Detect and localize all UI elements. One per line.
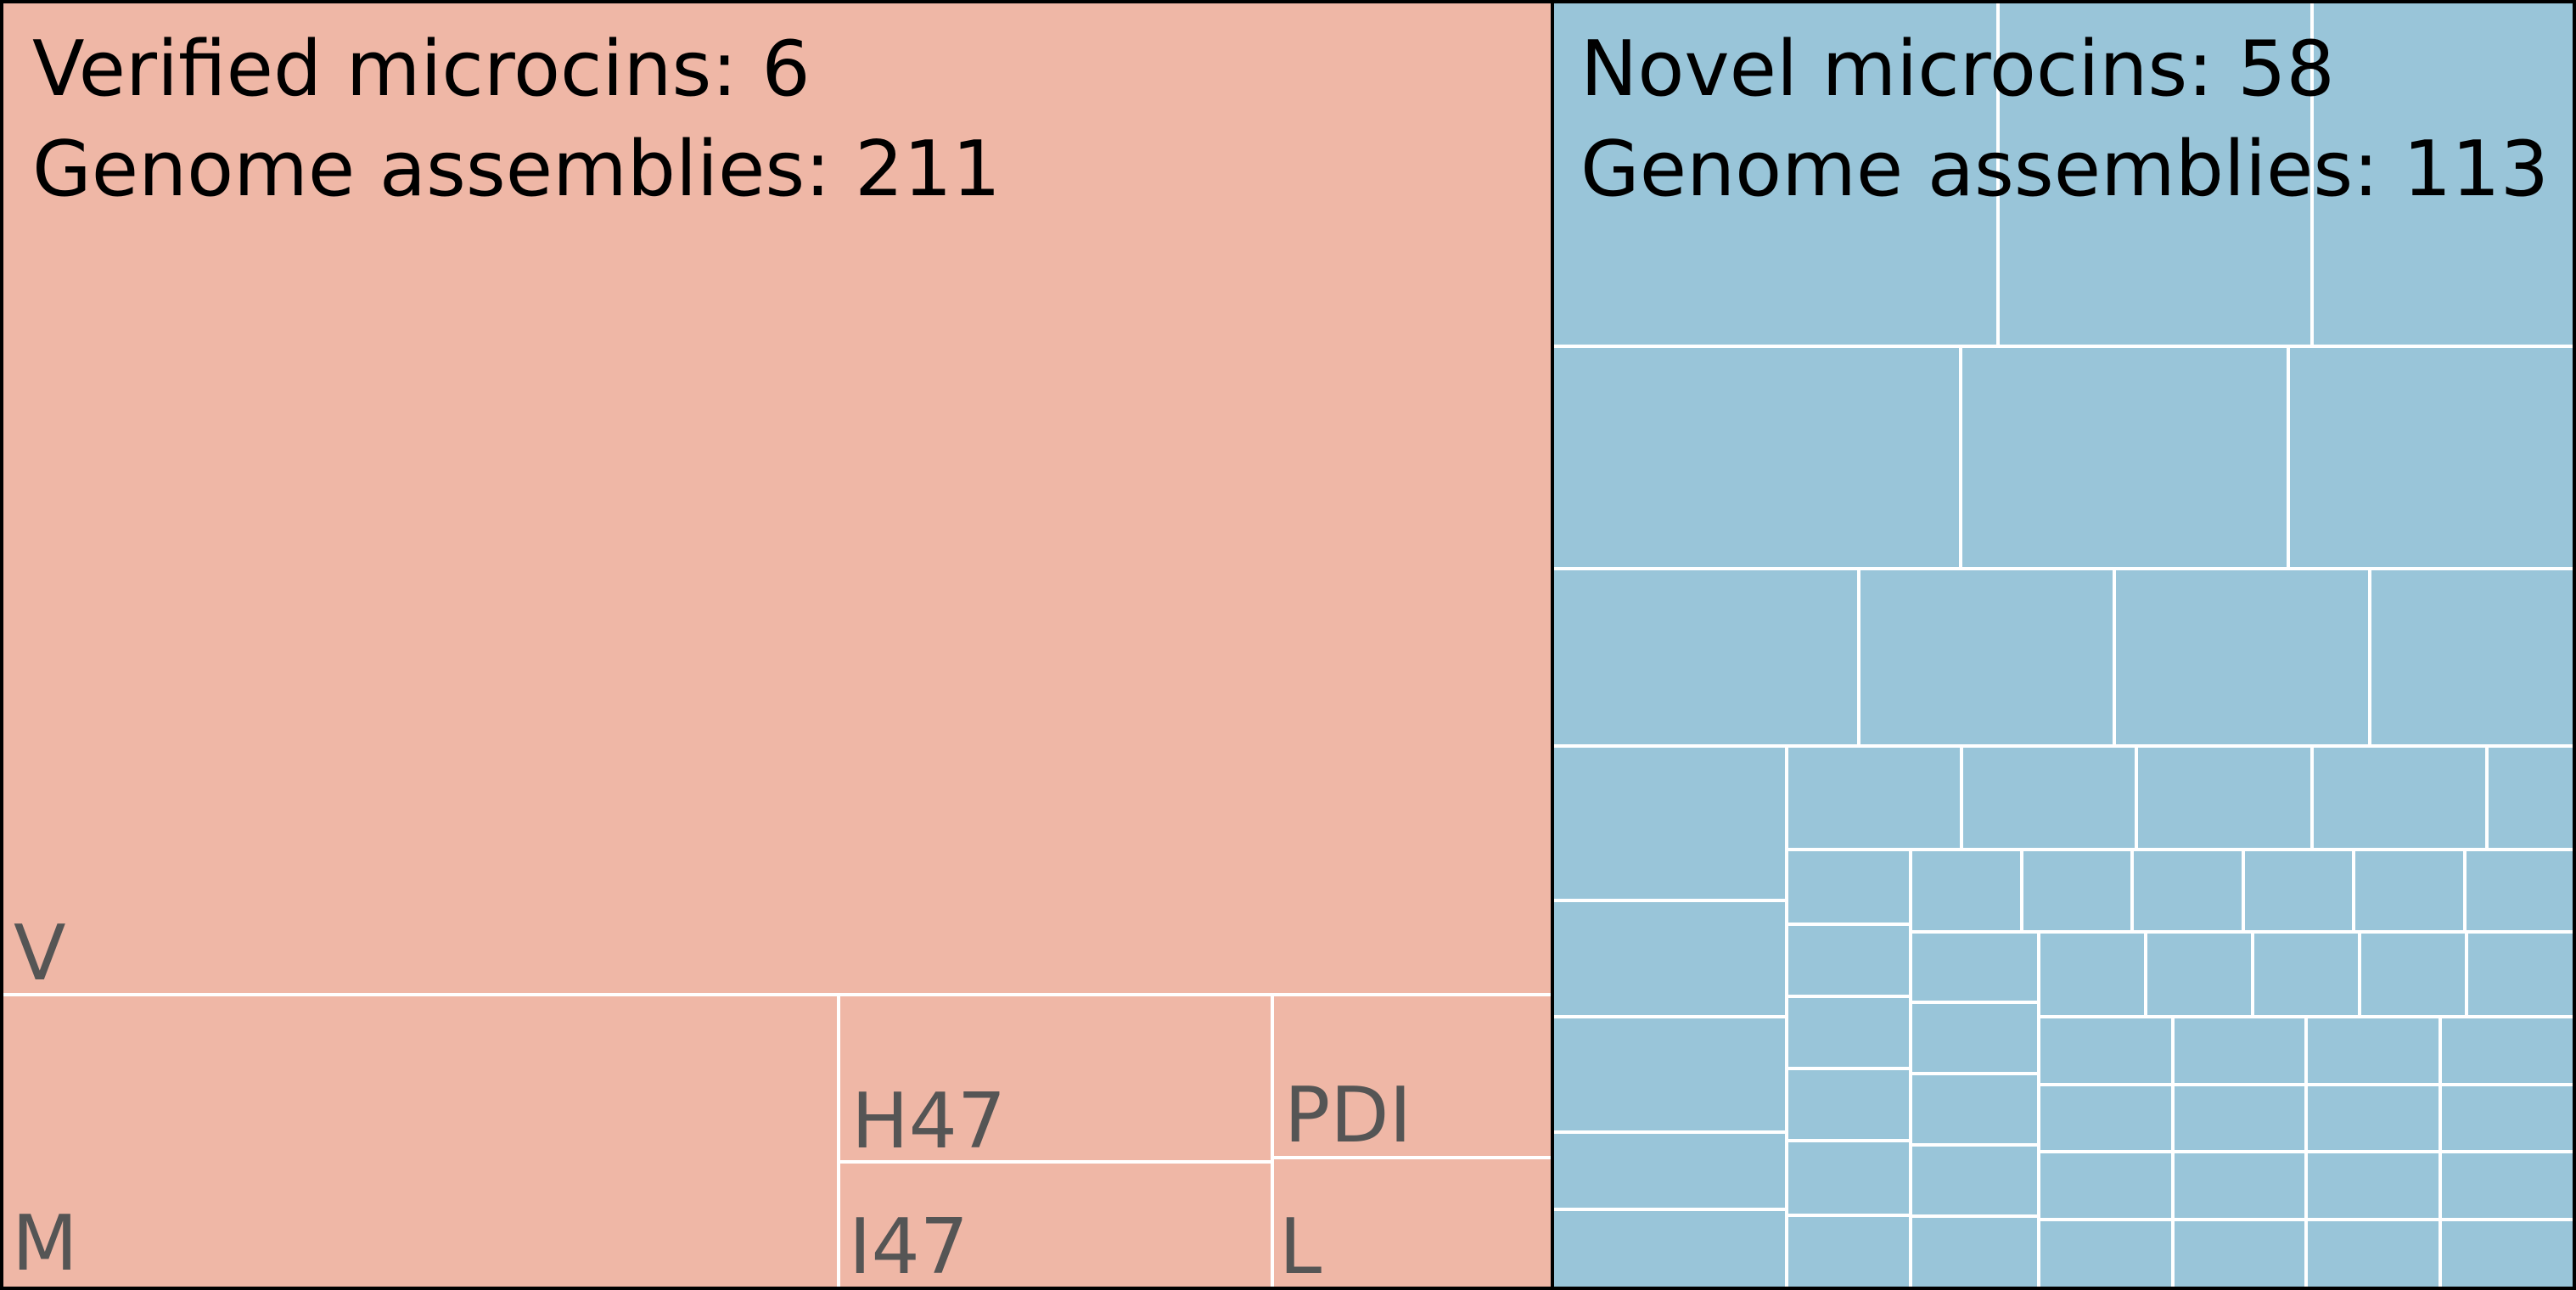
novel-cell	[1551, 899, 1788, 1018]
novel-cell	[1909, 930, 2040, 1004]
novel-cell	[1785, 848, 1912, 926]
novel-assemblies-label: Genome assemblies: 113	[1580, 125, 2549, 214]
cell-label-h47: H47	[851, 1077, 1006, 1166]
cell-label-l: L	[1279, 1203, 1322, 1290]
novel-cell	[1785, 744, 1963, 851]
novel-cell	[1909, 1072, 2040, 1147]
novel-cell	[1909, 1143, 2040, 1218]
novel-cell	[1785, 923, 1912, 998]
novel-cell	[1551, 744, 1788, 902]
novel-cell	[2352, 848, 2467, 934]
novel-cell	[1551, 1208, 1788, 1290]
verified-cell-pdi	[1272, 995, 1552, 1158]
novel-panel: Novel microcins: 58 Genome assemblies: 1…	[1551, 0, 2576, 1290]
novel-cell	[2135, 744, 2314, 851]
verified-cell-v	[0, 0, 1552, 995]
novel-cell	[2304, 1083, 2442, 1153]
novel-cell	[2287, 345, 2576, 570]
novel-cell	[2242, 848, 2355, 934]
novel-cell	[2358, 930, 2468, 1018]
novel-cell	[1960, 744, 2138, 851]
novel-cell	[2304, 1150, 2442, 1221]
novel-cell	[2037, 930, 2147, 1018]
novel-cell	[1909, 1214, 2040, 1290]
novel-cell	[2310, 0, 2576, 348]
novel-cell	[2439, 1083, 2576, 1153]
novel-cell	[2304, 1218, 2442, 1290]
verified-cells	[0, 0, 1552, 1290]
novel-cell	[2439, 1150, 2576, 1221]
novel-cell	[2368, 567, 2576, 748]
cell-label-i47: I47	[849, 1203, 968, 1290]
novel-cell	[2171, 1218, 2308, 1290]
novel-cell	[2113, 567, 2371, 748]
verified-microcins-label: Verified microcins: 6	[32, 25, 811, 114]
novel-cell	[2463, 848, 2576, 934]
novel-microcins-label: Novel microcins: 58	[1580, 25, 2335, 114]
novel-cell	[1785, 1067, 1912, 1142]
novel-cells	[1551, 0, 2576, 1290]
verified-dividers	[0, 993, 1552, 1290]
novel-cell	[2171, 1015, 2308, 1086]
verified-assemblies-label: Genome assemblies: 211	[32, 125, 1001, 214]
novel-cell	[2037, 1083, 2175, 1153]
novel-cell	[1785, 1139, 1912, 1217]
cell-label-m: M	[12, 1199, 78, 1288]
novel-cell	[1551, 345, 1962, 570]
novel-cell	[2171, 1083, 2308, 1153]
cell-label-v: V	[14, 909, 66, 998]
verified-cell-i47	[839, 1162, 1272, 1290]
verified-cell-l	[1272, 1158, 1552, 1290]
novel-cell	[1909, 848, 2023, 934]
novel-cell	[2144, 930, 2254, 1018]
novel-cell	[1959, 345, 2290, 570]
novel-cell	[1857, 567, 2116, 748]
novel-cell	[1551, 1015, 1788, 1134]
novel-cell	[2171, 1150, 2308, 1221]
novel-cell	[2310, 744, 2489, 851]
verified-cell-h47	[839, 995, 1272, 1162]
verified-panel: Verified microcins: 6 Genome assemblies:…	[0, 0, 1552, 1290]
novel-cell	[2020, 848, 2134, 934]
novel-cell	[2439, 1218, 2576, 1290]
novel-cell	[1551, 0, 2000, 348]
novel-cell	[1551, 567, 1860, 748]
novel-cell	[1909, 1001, 2040, 1075]
novel-cell	[2037, 1150, 2175, 1221]
verified-cell-m	[0, 995, 839, 1290]
novel-cell	[1551, 1130, 1788, 1211]
novel-cell	[2485, 744, 2576, 851]
cell-label-pdi: PDI	[1284, 1071, 1411, 1160]
novel-cell	[1785, 995, 1912, 1070]
novel-cell	[2439, 1015, 2576, 1086]
novel-cell	[2130, 848, 2245, 934]
novel-cell	[2465, 930, 2576, 1018]
novel-cell	[2251, 930, 2361, 1018]
novel-cell	[2037, 1015, 2175, 1086]
novel-cell	[2304, 1015, 2442, 1086]
novel-cell	[2037, 1218, 2175, 1290]
novel-cell	[1785, 1214, 1912, 1290]
